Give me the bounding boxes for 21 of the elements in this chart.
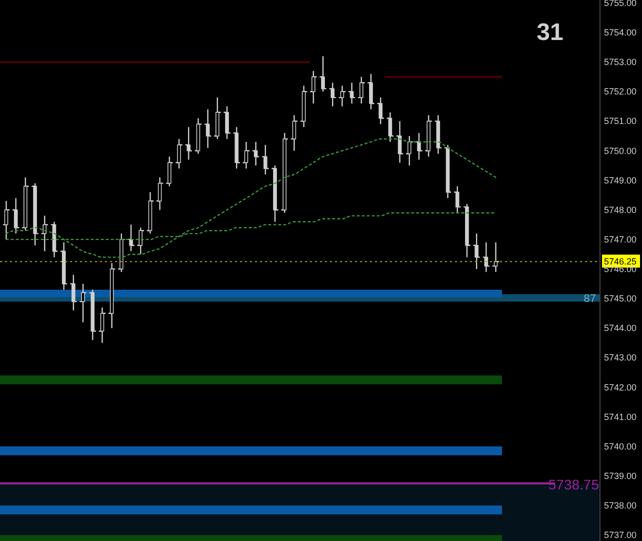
y-tick-label: 5738.00 <box>604 500 637 511</box>
y-tick-label: 5747.00 <box>604 234 637 244</box>
y-tick-label: 5740.00 <box>604 441 637 452</box>
y-tick-label: 5745.00 <box>604 294 637 304</box>
y-tick-label: 5743.00 <box>604 352 637 363</box>
y-tick-label: 5737.00 <box>604 530 637 540</box>
ref-line-label: 5738.75 <box>548 476 600 492</box>
y-tick-label: 5744.00 <box>604 323 637 334</box>
y-tick-label: 5741.00 <box>604 412 637 422</box>
ref-line-label: 5746.25 <box>604 256 637 267</box>
y-tick-label: 5752.00 <box>604 86 637 97</box>
y-tick-label: 5751.00 <box>604 116 637 126</box>
y-tick-label: 5755.00 <box>604 0 637 8</box>
y-tick-label: 5742.00 <box>604 382 637 392</box>
text: 31 <box>536 19 564 46</box>
y-tick-label: 5749.00 <box>604 175 637 186</box>
y-tick-label: 5753.00 <box>604 57 637 68</box>
y-tick-label: 5754.00 <box>604 28 637 38</box>
y-tick-label: 5748.00 <box>604 204 637 215</box>
y-tick-label: 5750.00 <box>604 146 637 156</box>
y-tick-label: 5739.00 <box>604 470 637 481</box>
